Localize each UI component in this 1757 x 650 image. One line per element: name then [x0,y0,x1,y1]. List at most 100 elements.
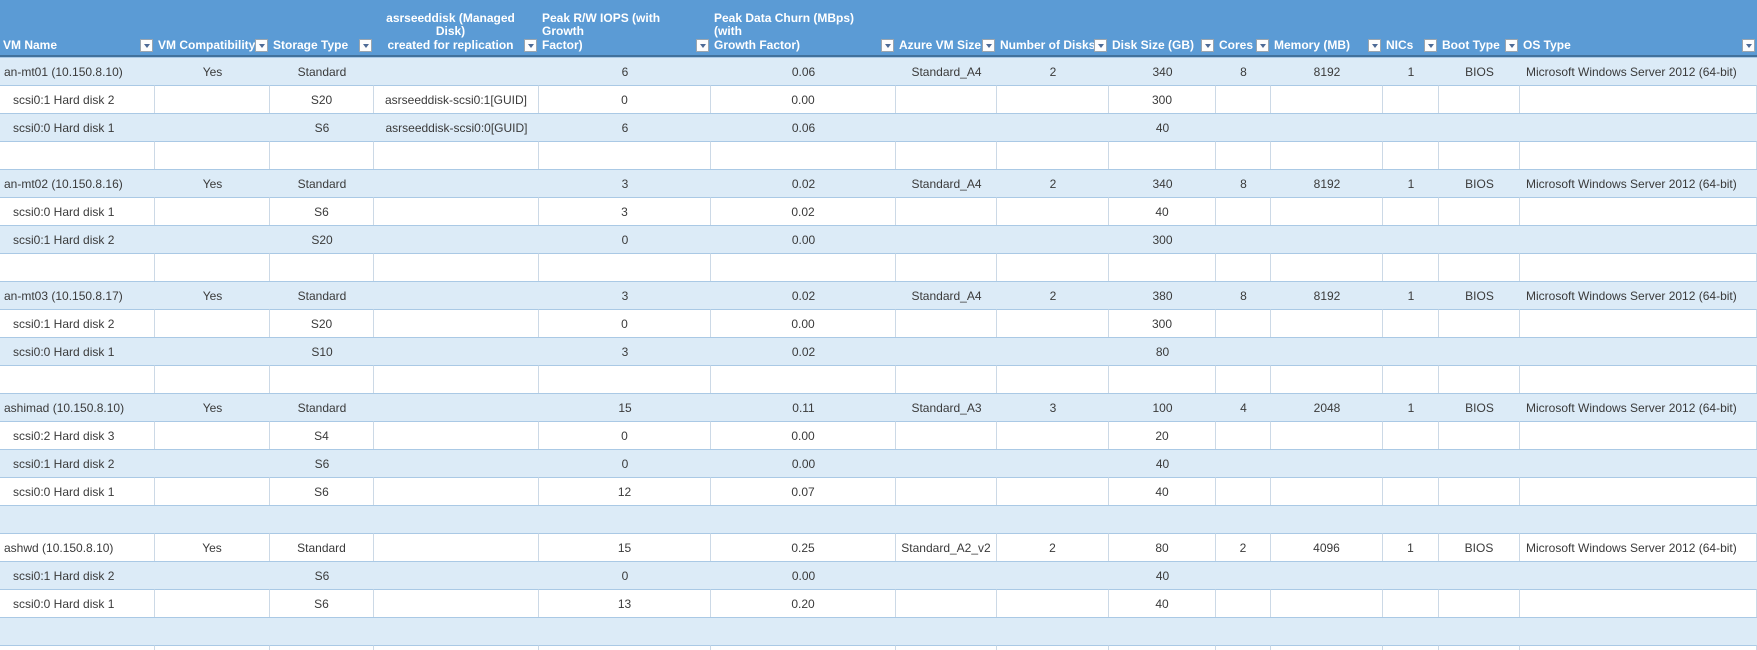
cell[interactable]: 2 [997,169,1109,197]
cell[interactable]: 0 [539,309,711,337]
cell[interactable]: S6 [270,561,374,589]
cell[interactable] [1109,253,1216,281]
cell[interactable] [1109,645,1216,650]
cell[interactable] [1439,617,1520,645]
cell[interactable] [1383,225,1439,253]
cell[interactable]: 1 [1383,57,1439,85]
cell[interactable] [896,337,997,365]
cell[interactable] [1439,337,1520,365]
cell[interactable]: 0.02 [711,281,896,309]
cell[interactable] [711,645,896,650]
cell[interactable] [0,141,155,169]
cell[interactable] [1520,589,1757,617]
cell[interactable]: S10 [270,337,374,365]
column-header[interactable]: Memory (MB) [1271,0,1383,57]
column-header[interactable]: Cores [1216,0,1271,57]
cell[interactable] [1383,197,1439,225]
cell[interactable] [270,141,374,169]
cell[interactable]: asrseeddisk-scsi0:1[GUID] [374,85,539,113]
cell[interactable] [896,197,997,225]
cell[interactable] [1271,309,1383,337]
cell[interactable] [1216,645,1271,650]
cell[interactable] [896,85,997,113]
cell[interactable] [1216,449,1271,477]
filter-button[interactable] [1424,39,1437,52]
disk-name-cell[interactable]: scsi0:1 Hard disk 2 [0,561,155,589]
cell[interactable] [1383,253,1439,281]
cell[interactable] [1383,85,1439,113]
vm-name-cell[interactable]: an-mt01 (10.150.8.10) [0,57,155,85]
cell[interactable] [1109,141,1216,169]
cell[interactable] [1383,505,1439,533]
cell[interactable] [1216,337,1271,365]
cell[interactable]: Microsoft Windows Server 2012 (64-bit) [1520,281,1757,309]
filter-button[interactable] [1094,39,1107,52]
cell[interactable] [1216,253,1271,281]
cell[interactable] [1383,617,1439,645]
cell[interactable] [374,141,539,169]
cell[interactable] [374,225,539,253]
cell[interactable]: 0.02 [711,197,896,225]
cell[interactable] [896,421,997,449]
cell[interactable] [997,561,1109,589]
cell[interactable]: 6 [539,57,711,85]
cell[interactable]: 15 [539,393,711,421]
column-header[interactable]: Peak R/W IOPS (with Growth Factor) [539,0,711,57]
disk-name-cell[interactable]: scsi0:0 Hard disk 1 [0,337,155,365]
filter-button[interactable] [140,39,153,52]
cell[interactable]: S4 [270,421,374,449]
filter-button[interactable] [1505,39,1518,52]
cell[interactable] [374,589,539,617]
cell[interactable] [1271,561,1383,589]
cell[interactable]: S6 [270,449,374,477]
cell[interactable] [1439,561,1520,589]
cell[interactable] [539,645,711,650]
cell[interactable] [1383,561,1439,589]
cell[interactable]: BIOS [1439,533,1520,561]
cell[interactable]: 340 [1109,57,1216,85]
cell[interactable] [155,253,270,281]
cell[interactable] [1271,449,1383,477]
cell[interactable]: 12 [539,477,711,505]
cell[interactable] [896,645,997,650]
column-header[interactable]: VM Compatibility [155,0,270,57]
cell[interactable] [155,421,270,449]
cell[interactable] [1271,365,1383,393]
cell[interactable]: 1 [1383,533,1439,561]
column-header[interactable]: Disk Size (GB) [1109,0,1216,57]
cell[interactable] [155,589,270,617]
cell[interactable] [1216,617,1271,645]
cell[interactable]: BIOS [1439,281,1520,309]
cell[interactable] [1216,309,1271,337]
cell[interactable]: 0.06 [711,57,896,85]
cell[interactable]: 100 [1109,393,1216,421]
cell[interactable] [1520,141,1757,169]
cell[interactable]: Standard [270,57,374,85]
column-header[interactable]: Peak Data Churn (MBps) (with Growth Fact… [711,0,896,57]
cell[interactable]: 0.02 [711,169,896,197]
vm-name-cell[interactable]: an-mt03 (10.150.8.17) [0,281,155,309]
cell[interactable]: S6 [270,589,374,617]
cell[interactable] [374,505,539,533]
cell[interactable]: Standard [270,281,374,309]
disk-name-cell[interactable]: scsi0:2 Hard disk 3 [0,421,155,449]
cell[interactable]: 0 [539,85,711,113]
cell[interactable] [539,505,711,533]
disk-name-cell[interactable]: scsi0:1 Hard disk 2 [0,85,155,113]
cell[interactable]: 8192 [1271,281,1383,309]
cell[interactable] [374,533,539,561]
cell[interactable] [997,113,1109,141]
cell[interactable]: Standard_A3 [896,393,997,421]
cell[interactable] [374,449,539,477]
cell[interactable] [0,505,155,533]
disk-name-cell[interactable]: scsi0:0 Hard disk 1 [0,477,155,505]
cell[interactable] [1520,505,1757,533]
cell[interactable]: 6 [539,113,711,141]
cell[interactable]: 4 [1216,393,1271,421]
cell[interactable] [1439,589,1520,617]
cell[interactable] [1439,477,1520,505]
cell[interactable]: S6 [270,197,374,225]
cell[interactable]: Yes [155,393,270,421]
cell[interactable] [997,141,1109,169]
cell[interactable]: 3 [539,169,711,197]
